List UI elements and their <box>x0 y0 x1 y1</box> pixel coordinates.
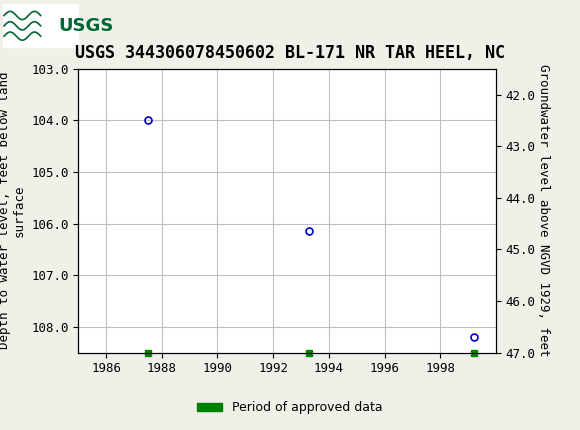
FancyBboxPatch shape <box>3 4 78 47</box>
Y-axis label: Groundwater level above NGVD 1929, feet: Groundwater level above NGVD 1929, feet <box>536 64 549 357</box>
Y-axis label: Depth to water level, feet below land
surface: Depth to water level, feet below land su… <box>0 72 26 350</box>
Text: USGS 344306078450602 BL-171 NR TAR HEEL, NC: USGS 344306078450602 BL-171 NR TAR HEEL,… <box>75 44 505 62</box>
Legend: Period of approved data: Period of approved data <box>192 396 388 419</box>
Text: USGS: USGS <box>58 17 113 35</box>
